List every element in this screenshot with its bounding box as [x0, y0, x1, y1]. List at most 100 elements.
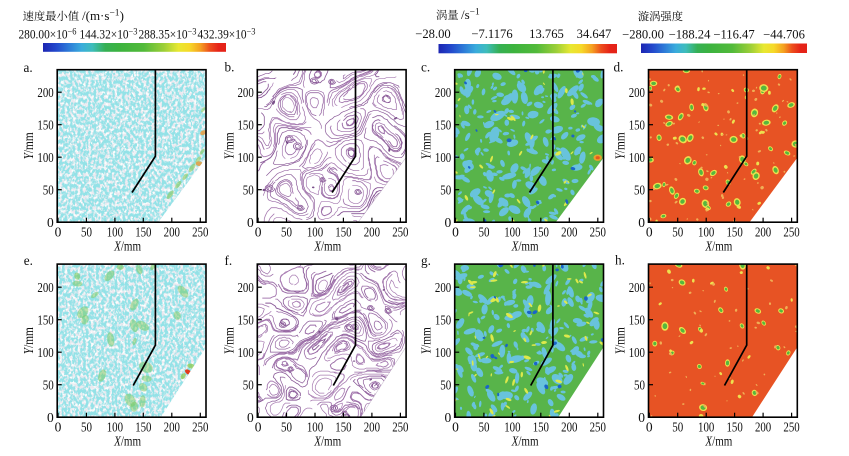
svg-text:X/mm: X/mm: [705, 239, 733, 254]
svg-text:200: 200: [435, 85, 452, 100]
svg-text:b.: b.: [225, 60, 235, 75]
svg-text:100: 100: [37, 345, 54, 360]
svg-text:0: 0: [55, 420, 62, 435]
svg-text:0: 0: [247, 215, 254, 230]
svg-text:200: 200: [364, 225, 381, 240]
svg-text:100: 100: [238, 150, 255, 165]
svg-text:200: 200: [755, 420, 772, 435]
svg-text:0: 0: [255, 225, 262, 240]
svg-text:50: 50: [440, 377, 451, 392]
svg-text:13.765: 13.765: [529, 27, 564, 41]
svg-text:150: 150: [727, 225, 744, 240]
svg-text:200: 200: [238, 280, 255, 295]
svg-text:/s−1: /s−1: [461, 7, 480, 22]
svg-text:100: 100: [629, 345, 646, 360]
svg-text:a.: a.: [24, 60, 33, 75]
svg-text:Y/mm: Y/mm: [419, 132, 434, 159]
svg-text:250: 250: [590, 225, 607, 240]
svg-text:X/mm: X/mm: [705, 434, 733, 449]
svg-text:0: 0: [646, 225, 653, 240]
svg-text:150: 150: [533, 420, 550, 435]
svg-text:100: 100: [238, 345, 255, 360]
svg-text:50: 50: [243, 377, 254, 392]
svg-text:c.: c.: [421, 60, 430, 75]
svg-text:X/mm: X/mm: [113, 434, 141, 449]
svg-text:X/mm: X/mm: [511, 434, 539, 449]
svg-text:/(m·s−1): /(m·s−1): [82, 8, 124, 23]
svg-text:50: 50: [440, 182, 451, 197]
svg-text:150: 150: [435, 117, 452, 132]
svg-text:0: 0: [55, 225, 62, 240]
svg-text:50: 50: [478, 225, 489, 240]
svg-text:0: 0: [255, 420, 262, 435]
svg-text:X/mm: X/mm: [113, 239, 141, 254]
svg-text:50: 50: [43, 377, 54, 392]
svg-text:100: 100: [107, 420, 124, 435]
svg-text:0: 0: [452, 225, 459, 240]
svg-text:−44.706: −44.706: [763, 28, 805, 42]
svg-text:50: 50: [81, 420, 92, 435]
svg-text:150: 150: [629, 117, 646, 132]
svg-text:Y/mm: Y/mm: [221, 132, 236, 159]
svg-text:50: 50: [243, 182, 254, 197]
svg-text:150: 150: [629, 312, 646, 327]
svg-text:50: 50: [672, 420, 683, 435]
svg-text:200: 200: [629, 280, 646, 295]
svg-text:150: 150: [135, 420, 152, 435]
svg-text:150: 150: [727, 420, 744, 435]
svg-text:150: 150: [37, 117, 54, 132]
svg-text:−7.1176: −7.1176: [471, 27, 512, 41]
svg-text:−116.47: −116.47: [713, 28, 754, 42]
svg-text:X/mm: X/mm: [313, 434, 341, 449]
svg-text:250: 250: [590, 420, 607, 435]
svg-text:100: 100: [698, 420, 715, 435]
svg-text:100: 100: [504, 225, 521, 240]
svg-text:X/mm: X/mm: [511, 239, 539, 254]
svg-text:200: 200: [37, 280, 54, 295]
svg-text:50: 50: [634, 377, 645, 392]
svg-text:200: 200: [164, 420, 181, 435]
svg-text:d.: d.: [614, 60, 624, 75]
svg-text:250: 250: [783, 420, 800, 435]
svg-text:150: 150: [533, 225, 550, 240]
svg-text:150: 150: [238, 312, 255, 327]
svg-text:100: 100: [307, 225, 324, 240]
svg-text:Y/mm: Y/mm: [613, 327, 628, 354]
svg-text:0: 0: [444, 215, 451, 230]
svg-text:f.: f.: [225, 253, 233, 268]
svg-text:h.: h.: [615, 252, 625, 267]
svg-text:200: 200: [435, 280, 452, 295]
svg-text:50: 50: [672, 225, 683, 240]
svg-text:250: 250: [192, 225, 209, 240]
svg-text:150: 150: [37, 312, 54, 327]
svg-text:50: 50: [478, 420, 489, 435]
svg-text:−280.00: −280.00: [622, 28, 664, 42]
svg-text:Y/mm: Y/mm: [613, 132, 628, 159]
svg-text:−188.24: −188.24: [669, 28, 711, 42]
svg-text:X/mm: X/mm: [313, 239, 341, 254]
svg-text:e.: e.: [24, 253, 33, 268]
svg-text:250: 250: [392, 420, 409, 435]
svg-text:100: 100: [435, 345, 452, 360]
svg-text:50: 50: [43, 182, 54, 197]
svg-text:0: 0: [646, 420, 653, 435]
svg-text:144.32×10−3: 144.32×10−3: [80, 27, 138, 42]
svg-text:150: 150: [238, 117, 255, 132]
svg-text:0: 0: [452, 420, 459, 435]
svg-text:200: 200: [561, 225, 578, 240]
svg-text:50: 50: [81, 225, 92, 240]
svg-text:288.35×10−3: 288.35×10−3: [139, 27, 197, 42]
svg-text:34.647: 34.647: [577, 27, 612, 41]
svg-text:−28.00: −28.00: [415, 27, 450, 41]
svg-text:200: 200: [561, 420, 578, 435]
svg-text:Y/mm: Y/mm: [21, 132, 36, 159]
svg-text:100: 100: [435, 150, 452, 165]
svg-text:200: 200: [364, 420, 381, 435]
svg-text:0: 0: [638, 215, 645, 230]
svg-text:50: 50: [634, 182, 645, 197]
svg-text:0: 0: [444, 410, 451, 425]
svg-text:150: 150: [335, 225, 352, 240]
svg-text:200: 200: [755, 225, 772, 240]
svg-text:0: 0: [247, 410, 254, 425]
svg-text:150: 150: [435, 312, 452, 327]
